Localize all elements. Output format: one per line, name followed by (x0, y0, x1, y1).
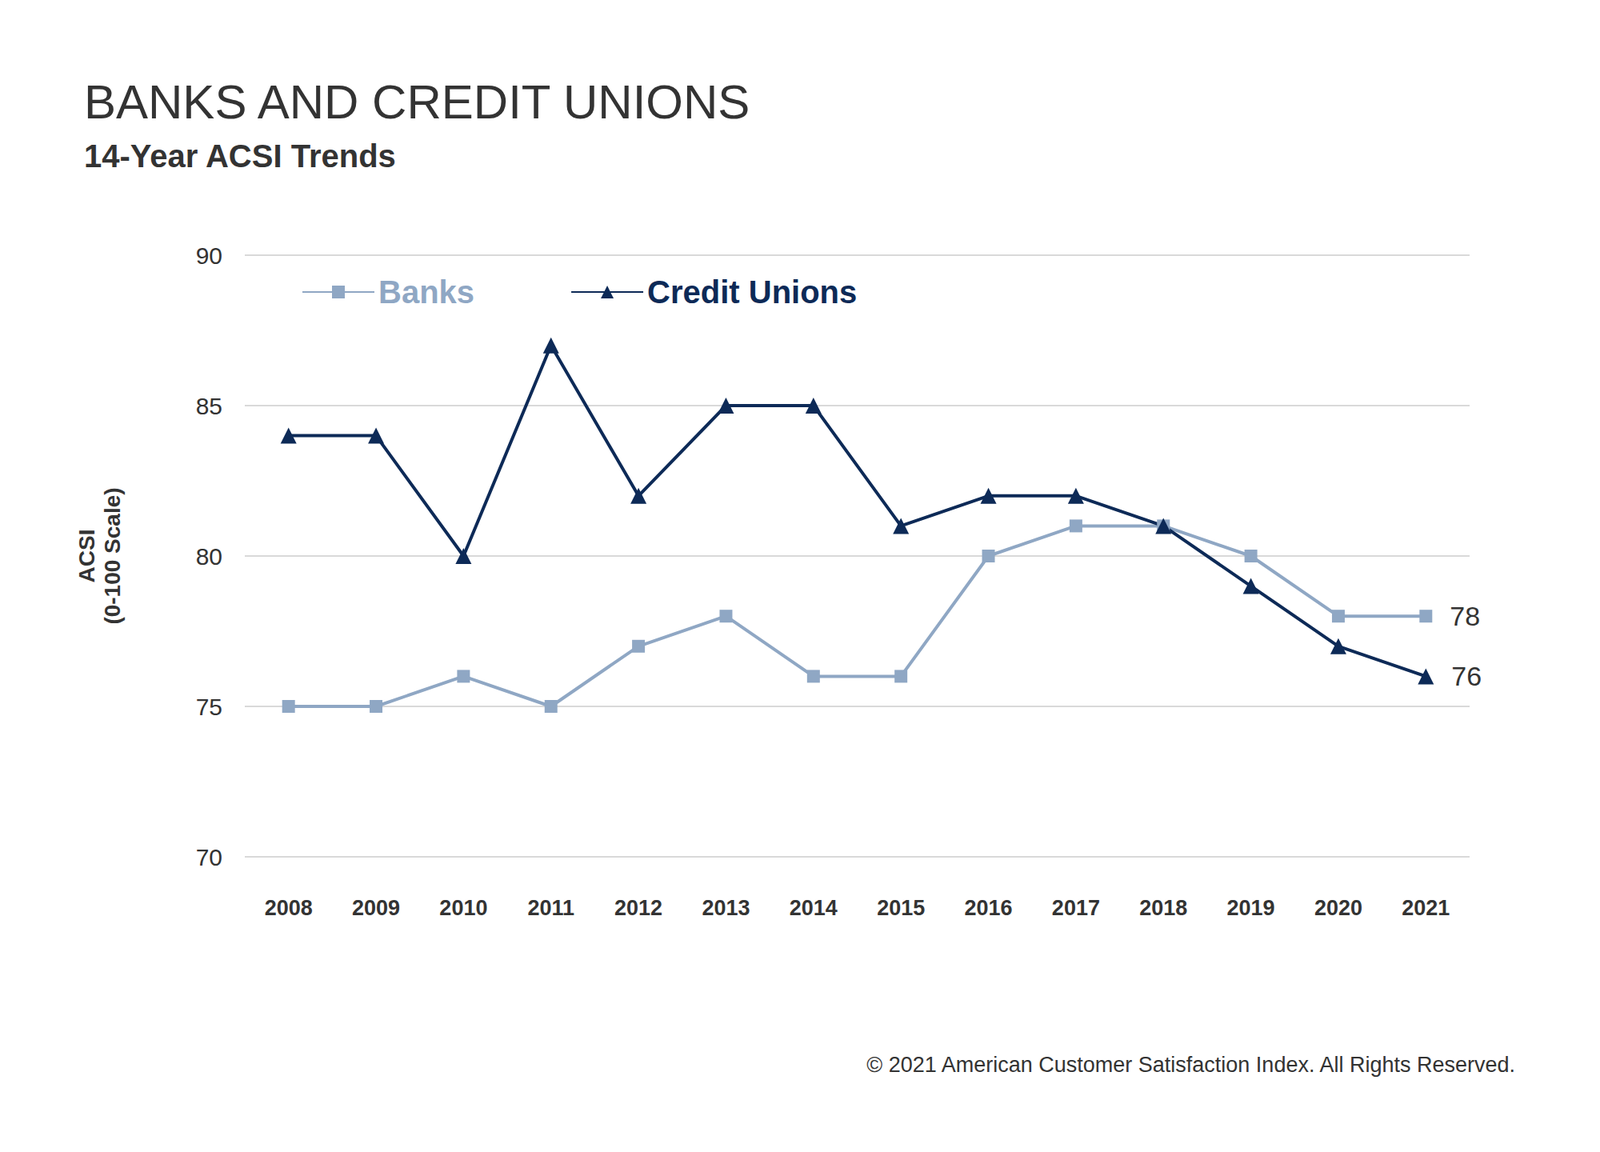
svg-text:© 2021 American Customer Satis: © 2021 American Customer Satisfaction In… (866, 1052, 1516, 1077)
svg-text:2018: 2018 (1139, 896, 1188, 920)
svg-text:2009: 2009 (352, 896, 400, 920)
svg-text:76: 76 (1451, 660, 1482, 692)
svg-text:90: 90 (196, 242, 223, 269)
svg-text:2008: 2008 (264, 896, 313, 920)
svg-text:ACSI: ACSI (74, 529, 100, 584)
svg-text:Banks: Banks (378, 274, 475, 310)
svg-text:2015: 2015 (876, 896, 925, 920)
svg-text:2014: 2014 (789, 896, 838, 920)
svg-text:14-Year ACSI Trends: 14-Year ACSI Trends (84, 138, 396, 174)
svg-text:2012: 2012 (614, 896, 663, 920)
svg-text:2020: 2020 (1314, 896, 1363, 920)
svg-text:BANKS AND CREDIT UNIONS: BANKS AND CREDIT UNIONS (84, 75, 750, 129)
svg-text:85: 85 (196, 392, 223, 420)
svg-text:2016: 2016 (964, 896, 1012, 920)
svg-text:Credit Unions: Credit Unions (647, 274, 857, 310)
svg-text:70: 70 (196, 844, 223, 871)
svg-text:2019: 2019 (1227, 896, 1276, 920)
svg-text:(0-100 Scale): (0-100 Scale) (100, 487, 125, 624)
svg-text:78: 78 (1449, 600, 1480, 632)
svg-text:80: 80 (196, 543, 223, 570)
svg-text:2021: 2021 (1401, 896, 1450, 920)
svg-text:2013: 2013 (701, 896, 750, 920)
svg-text:2010: 2010 (439, 896, 488, 920)
svg-text:2017: 2017 (1052, 896, 1100, 920)
svg-text:2011: 2011 (527, 896, 575, 920)
svg-text:75: 75 (196, 693, 223, 720)
